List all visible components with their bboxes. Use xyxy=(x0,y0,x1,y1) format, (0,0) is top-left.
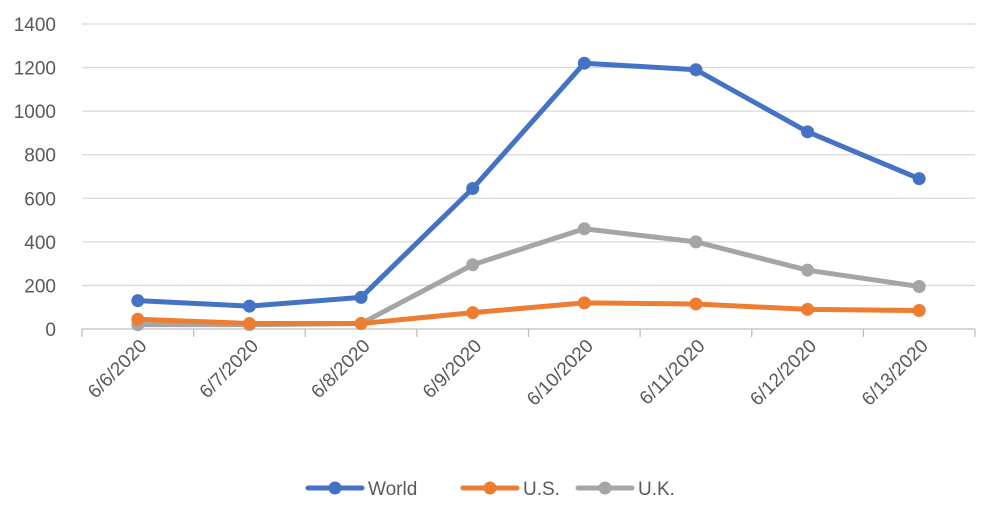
x-tick-label: 6/11/2020 xyxy=(636,336,710,410)
data-point xyxy=(354,317,368,331)
y-tick-label: 400 xyxy=(24,233,56,254)
x-tick-label: 6/6/2020 xyxy=(84,336,151,403)
y-tick-label: 600 xyxy=(24,189,56,210)
legend-item: World xyxy=(305,479,417,500)
legend-item: U.K. xyxy=(575,479,675,500)
data-point xyxy=(354,290,368,304)
series-line xyxy=(135,300,922,327)
x-tick-label: 6/10/2020 xyxy=(523,336,598,411)
x-axis-tick-labels: 6/6/2020 6/7/2020 6/8/2020 6/9/2020 6/10/202… xyxy=(84,336,933,411)
series-line xyxy=(135,60,922,309)
data-point xyxy=(577,222,591,236)
data-point xyxy=(466,181,480,195)
x-tick-label: 6/13/2020 xyxy=(858,336,933,411)
legend-label: World xyxy=(368,479,417,500)
data-point xyxy=(689,63,703,77)
data-point xyxy=(912,303,926,317)
y-tick-label: 1200 xyxy=(14,59,56,80)
data-point xyxy=(801,125,815,139)
series-lines xyxy=(131,56,926,332)
series-us xyxy=(131,296,926,331)
gridlines xyxy=(82,23,975,287)
data-point xyxy=(577,296,591,310)
x-axis xyxy=(81,328,976,337)
data-point xyxy=(801,302,815,316)
legend: World U.S. U.K. xyxy=(305,479,675,500)
y-tick-label: 200 xyxy=(24,276,56,297)
data-point xyxy=(466,258,480,272)
x-tick-label: 6/7/2020 xyxy=(196,336,263,403)
data-point xyxy=(577,56,591,70)
data-point xyxy=(689,235,703,249)
y-tick-label: 1400 xyxy=(14,15,56,36)
data-point xyxy=(801,263,815,277)
data-point xyxy=(242,317,256,331)
data-point xyxy=(131,294,145,308)
legend-marker xyxy=(483,481,497,495)
data-point xyxy=(689,297,703,311)
data-point xyxy=(466,306,480,320)
y-tick-label: 1000 xyxy=(14,102,56,123)
legend-item: U.S. xyxy=(460,479,560,500)
series-world xyxy=(131,56,926,313)
legend-marker xyxy=(598,481,612,495)
x-tick-label: 6/12/2020 xyxy=(746,336,821,411)
data-point xyxy=(912,280,926,294)
legend-marker xyxy=(328,481,342,495)
y-axis-tick-labels: 0 200 400 600 800 1000 1200 1400 xyxy=(14,15,56,341)
x-tick-label: 6/9/2020 xyxy=(419,336,486,403)
legend-label: U.K. xyxy=(638,479,675,500)
y-tick-label: 0 xyxy=(45,320,56,341)
data-point xyxy=(131,312,145,326)
data-point xyxy=(242,299,256,313)
data-point xyxy=(912,172,926,186)
legend-label: U.S. xyxy=(523,479,560,500)
x-tick-label: 6/8/2020 xyxy=(307,336,374,403)
y-tick-label: 800 xyxy=(24,146,56,167)
